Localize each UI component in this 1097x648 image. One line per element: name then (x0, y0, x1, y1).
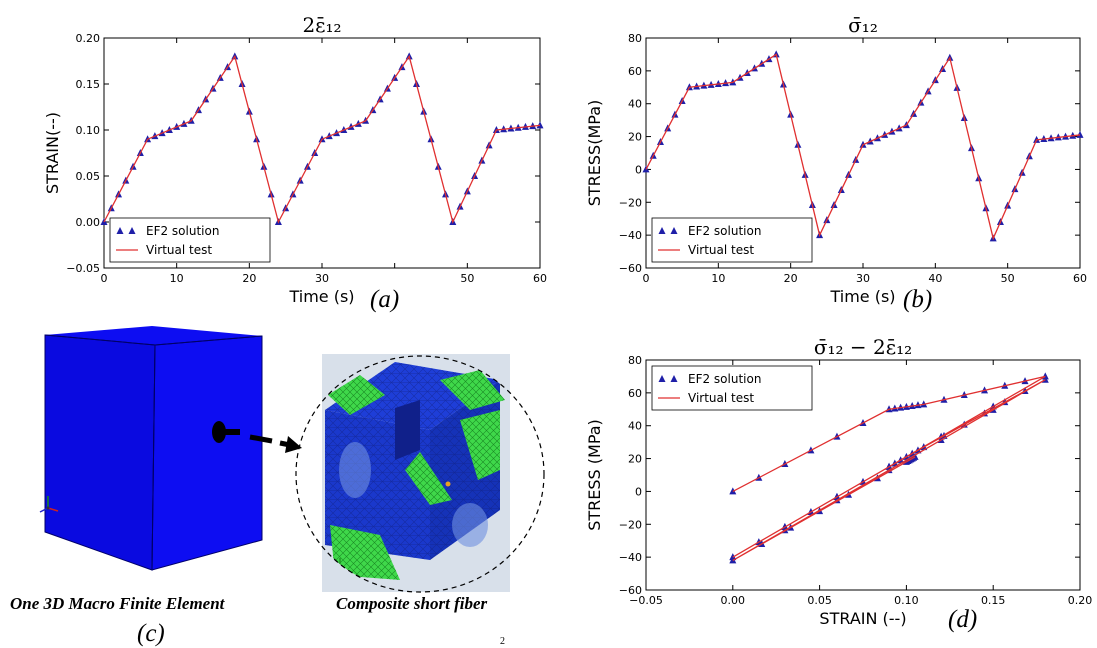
x-tick-label: 60 (1073, 272, 1087, 285)
legend-marker-ef2 (658, 375, 666, 382)
legend: EF2 solution Virtual test (651, 217, 813, 263)
y-tick-label: 0.15 (76, 78, 101, 91)
y-tick-label: −0.05 (66, 262, 100, 275)
panel-label-b: (b) (903, 286, 933, 313)
y-tick-label: 0.00 (76, 216, 101, 229)
x-tick-label: 0 (643, 272, 650, 285)
y-tick-label: 80 (628, 354, 642, 367)
macro-element-caption: One 3D Macro Finite Element (10, 594, 225, 613)
legend-box (651, 217, 813, 263)
series-virtual-test (103, 54, 541, 224)
y-tick-label: 20 (628, 131, 642, 144)
y-tick-label: 80 (628, 32, 642, 45)
x-tick-label: 0.00 (721, 594, 746, 607)
y-tick-label: −60 (619, 584, 642, 597)
y-tick-label: 0 (635, 163, 642, 176)
y-tick-label: 40 (628, 420, 642, 433)
y-tick-label: 0 (635, 485, 642, 498)
y-tick-label: −40 (619, 229, 642, 242)
y-tick-label: −20 (619, 196, 642, 209)
legend-label-virtual: Virtual test (688, 243, 754, 257)
x-axis-label: STRAIN (--) (819, 609, 906, 628)
legend-label-virtual: Virtual test (146, 243, 212, 257)
x-tick-label: 0.05 (807, 594, 832, 607)
x-tick-label: 40 (928, 272, 942, 285)
legend-box (651, 365, 813, 411)
series-virtual-test (645, 53, 1081, 241)
integration-point-marker (212, 421, 240, 443)
chart-title: 2ε̄₁₂ (302, 13, 341, 37)
panel-label-c: (c) (137, 620, 165, 647)
finite-element-illustration (39, 326, 545, 593)
y-tick-label: 20 (628, 453, 642, 466)
chart-title: σ̄₁₂ − 2ε̄₁₂ (814, 335, 912, 359)
x-tick-label: 20 (242, 272, 256, 285)
y-axis-label: STRESS(MPa) (585, 100, 604, 207)
macro-element-cube (44, 326, 263, 571)
axis-triad-icon (39, 496, 59, 513)
legend-marker-ef2 (670, 227, 678, 234)
series-virtual-test (732, 375, 1046, 561)
y-tick-label: −40 (619, 551, 642, 564)
legend: EF2 solution Virtual test (651, 365, 813, 411)
x-tick-label: 50 (460, 272, 474, 285)
legend-box (109, 217, 271, 263)
stress-time-chart: 0 10 20 30 40 50 60 −60 −40 −20 0 20 40 60 80 Time (s) S… (585, 13, 1087, 306)
x-tick-label: 30 (856, 272, 870, 285)
strain-time-chart: 0 10 20 30 50 60 −0.05 0.00 0.05 0.10 0.15 0.20 Time… (43, 13, 547, 306)
y-axis-label: STRAIN(--) (43, 112, 62, 194)
x-tick-label: 0.20 (1068, 594, 1093, 607)
y-tick-label: 60 (628, 65, 642, 78)
x-tick-label: 30 (315, 272, 329, 285)
y-tick-label: 0.05 (76, 170, 101, 183)
y-tick-label: 0.10 (76, 124, 101, 137)
ef2-marker (536, 121, 544, 129)
legend-label-ef2: EF2 solution (146, 224, 219, 238)
x-axis-label: Time (s) (288, 287, 354, 306)
legend-marker-ef2 (128, 227, 136, 234)
panel-label-a: (a) (370, 286, 400, 313)
x-tick-label: 20 (784, 272, 798, 285)
x-tick-label: 0 (101, 272, 108, 285)
legend-marker-ef2 (670, 375, 678, 382)
micro-fiber-caption: Composite short fiber (336, 594, 488, 613)
y-tick-label: 0.20 (76, 32, 101, 45)
footnote-mark: 2 (500, 636, 505, 647)
micro-fiber-rve (295, 354, 545, 593)
y-tick-label: −20 (619, 518, 642, 531)
legend-label-ef2: EF2 solution (688, 372, 761, 386)
chart-title: σ̄₁₂ (848, 13, 878, 37)
stress-strain-chart: −0.05 0.00 0.05 0.10 0.15 0.20 −60 −40 −20 0 20 40 6… (585, 335, 1093, 628)
ef2-marker (1076, 130, 1084, 138)
x-tick-label: 60 (533, 272, 547, 285)
plot-frame (645, 359, 1081, 591)
legend-marker-ef2 (116, 227, 124, 234)
legend: EF2 solution Virtual test (109, 217, 271, 263)
y-tick-label: 60 (628, 387, 642, 400)
x-tick-label: 0.10 (894, 594, 919, 607)
legend-label-virtual: Virtual test (688, 391, 754, 405)
legend-label-ef2: EF2 solution (688, 224, 761, 238)
y-tick-label: 40 (628, 98, 642, 111)
x-tick-label: 10 (170, 272, 184, 285)
legend-marker-ef2 (658, 227, 666, 234)
y-axis-label: STRESS (MPa) (585, 419, 604, 531)
x-tick-label: 10 (711, 272, 725, 285)
x-axis-label: Time (s) (829, 287, 895, 306)
x-tick-label: 50 (1001, 272, 1015, 285)
x-tick-label: 0.15 (981, 594, 1006, 607)
x-tick-label: −0.05 (629, 594, 663, 607)
panel-label-d: (d) (948, 606, 978, 633)
dashed-arrow (249, 434, 302, 453)
y-tick-label: −60 (619, 262, 642, 275)
